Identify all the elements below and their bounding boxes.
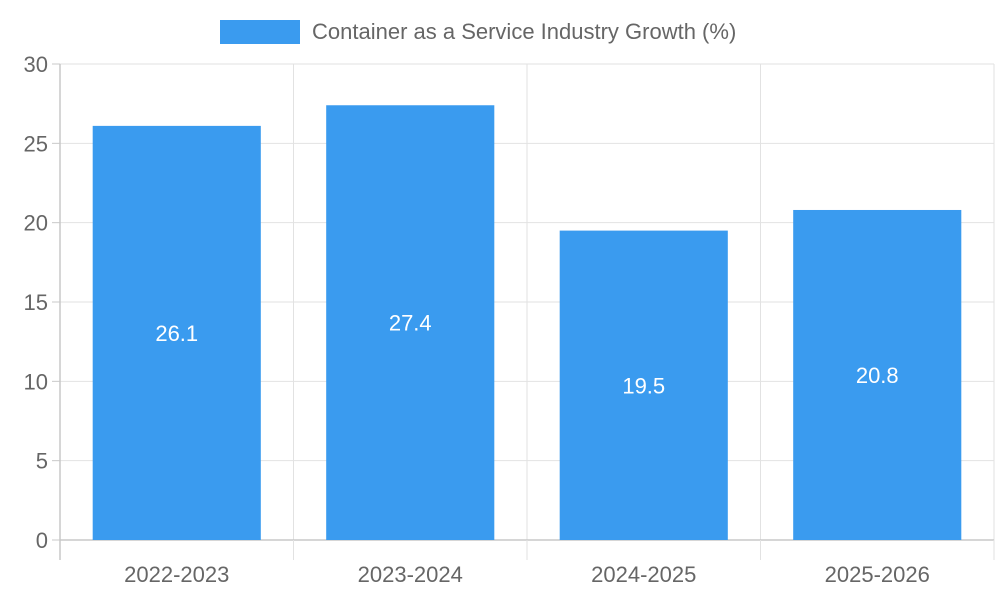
x-tick-label: 2022-2023: [124, 562, 229, 587]
y-tick-label: 30: [24, 52, 48, 77]
bar[interactable]: [326, 105, 495, 541]
y-tick-label: 5: [36, 449, 48, 474]
bar[interactable]: [559, 230, 728, 540]
x-tick-label: 2025-2026: [825, 562, 930, 587]
x-tick-label: 2023-2024: [358, 562, 463, 587]
y-tick-label: 10: [24, 369, 48, 394]
legend-label: Container as a Service Industry Growth (…: [312, 19, 736, 44]
bar[interactable]: [92, 125, 261, 540]
x-axis-ticks: 2022-2023 2023-2024 2024-2025 2025-2026: [124, 540, 995, 587]
legend-swatch: [220, 20, 300, 44]
y-axis-ticks: 0 5 10 15 20 25 30: [24, 52, 60, 553]
y-tick-label: 25: [24, 131, 48, 156]
bar[interactable]: [793, 209, 962, 540]
bar-value-label: 19.5: [622, 373, 665, 398]
legend[interactable]: Container as a Service Industry Growth (…: [220, 19, 736, 44]
bar-value-label: 20.8: [856, 363, 899, 388]
data-labels: 26.1 27.4 19.5 20.8: [155, 311, 898, 399]
bars: [92, 105, 962, 541]
x-tick-label: 2024-2025: [591, 562, 696, 587]
bar-value-label: 26.1: [155, 321, 198, 346]
y-tick-label: 0: [36, 528, 48, 553]
y-tick-label: 15: [24, 290, 48, 315]
y-tick-label: 20: [24, 211, 48, 236]
bar-value-label: 27.4: [389, 311, 432, 336]
